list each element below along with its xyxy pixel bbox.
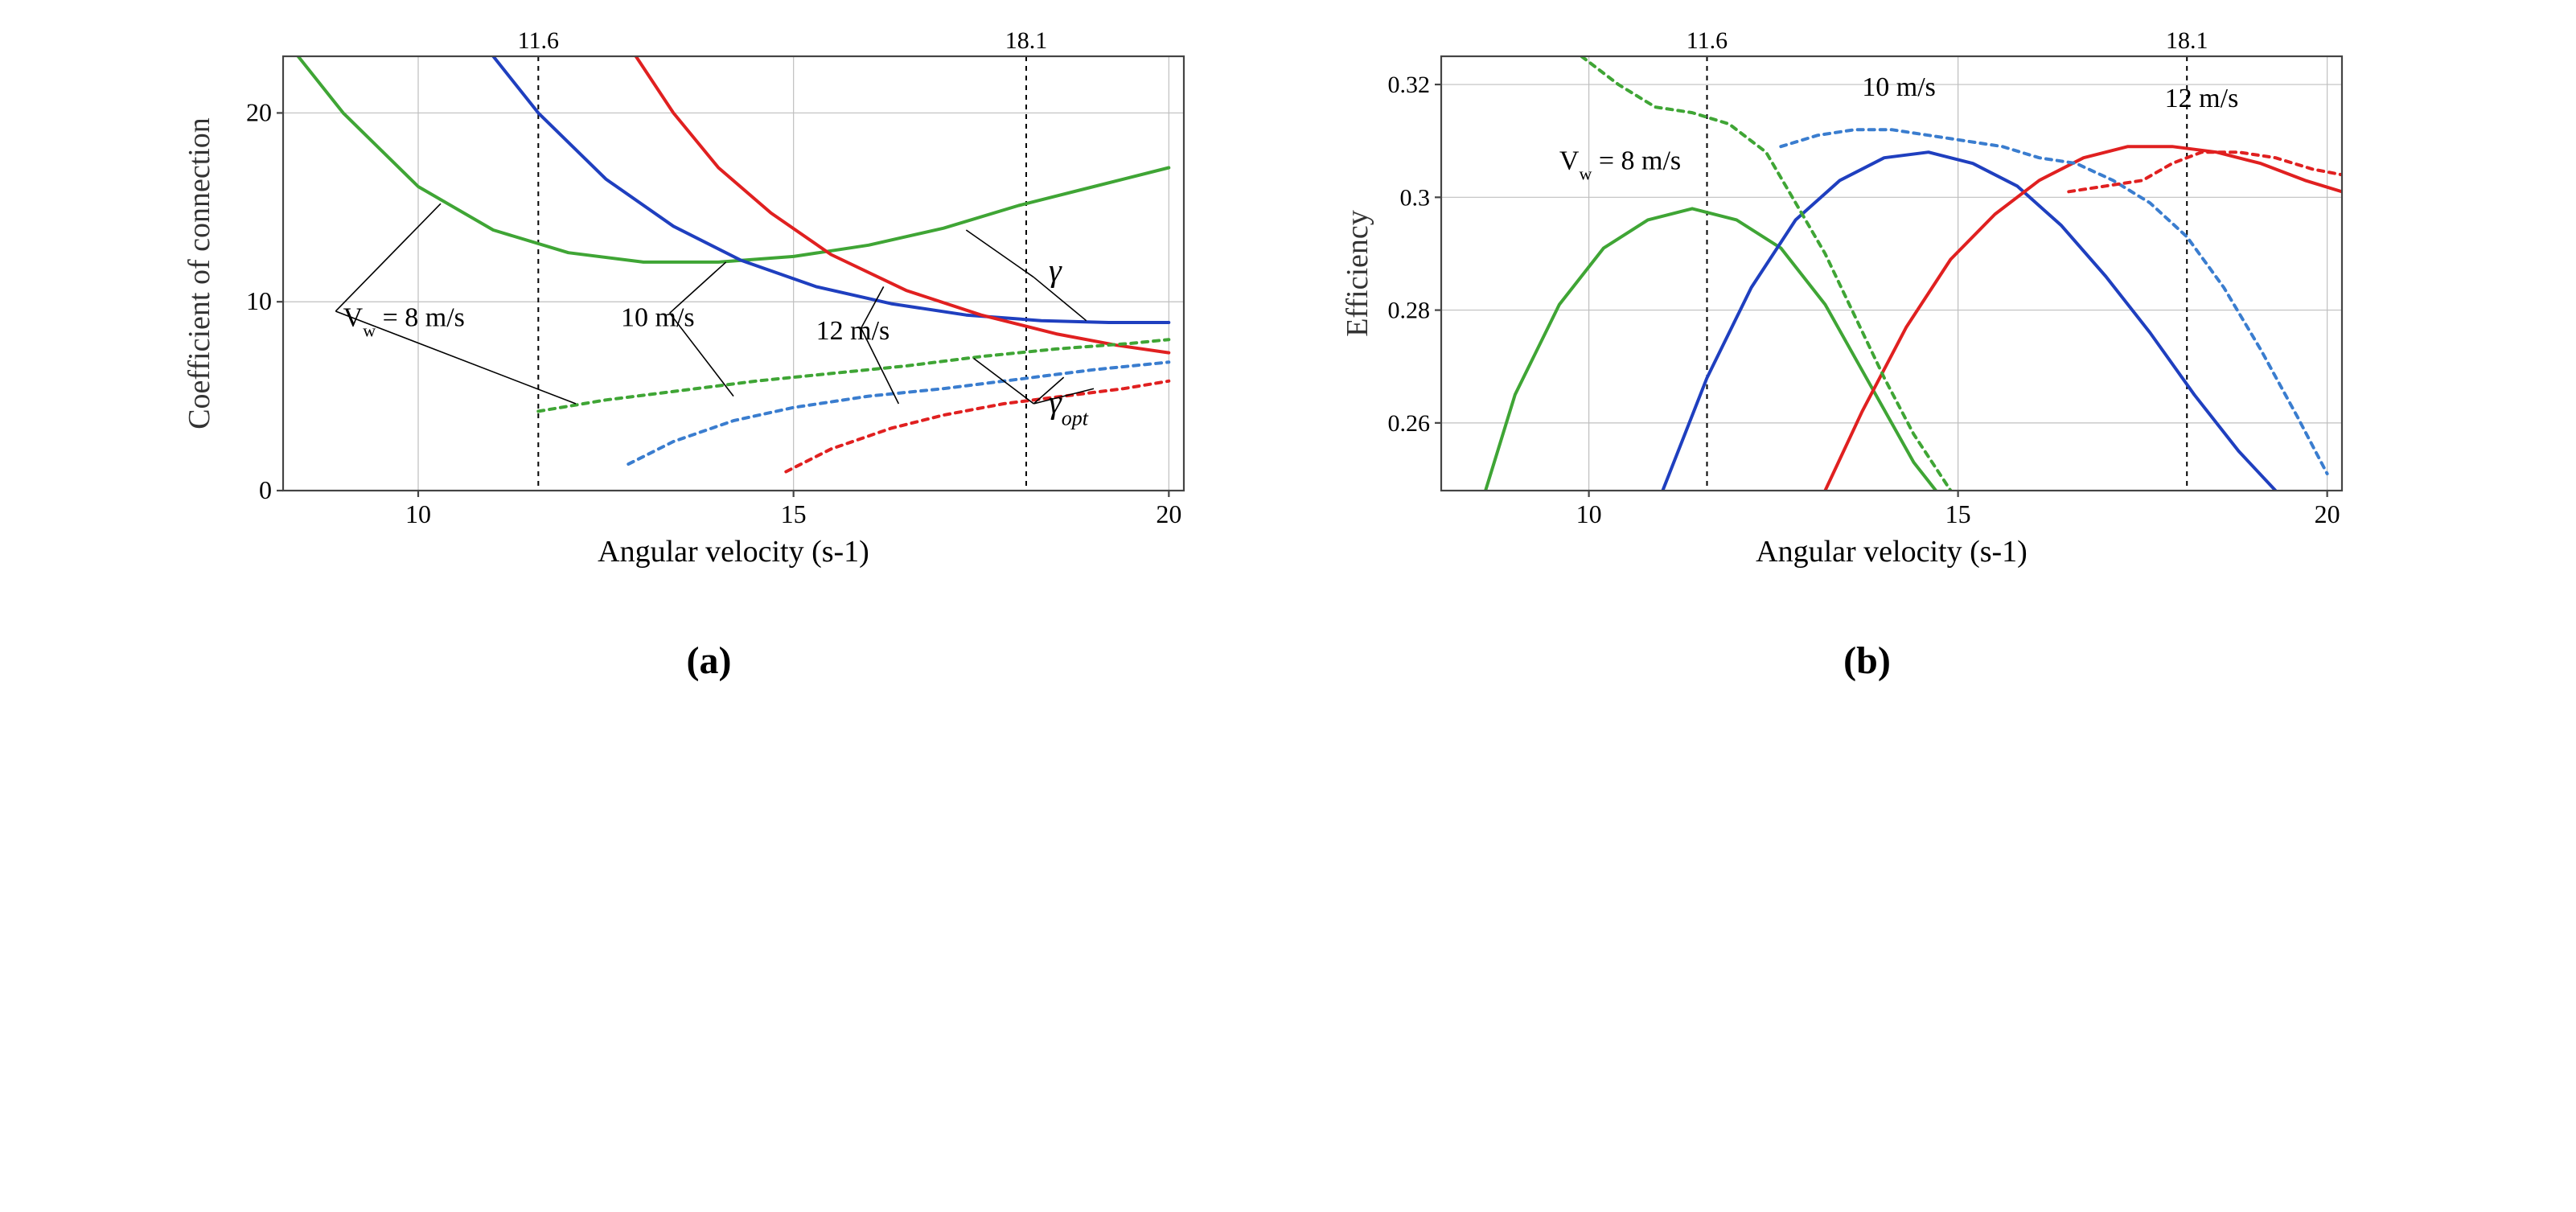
svg-text:Vw = 8 m/s: Vw = 8 m/s — [1559, 146, 1680, 183]
svg-text:0: 0 — [259, 475, 272, 504]
svg-text:15: 15 — [1945, 499, 1970, 528]
svg-text:Angular velocity (s-1): Angular velocity (s-1) — [1756, 535, 2028, 569]
svg-text:Vw = 8 m/s: Vw = 8 m/s — [343, 303, 464, 341]
panel-b: 11.6 18.1 Vw = 8 m/s 10 m/s 12 m/s 10 15 20 0.26… — [1345, 24, 2390, 683]
svg-text:18.1: 18.1 — [1005, 27, 1047, 54]
svg-text:10: 10 — [1576, 499, 1601, 528]
svg-text:20: 20 — [246, 97, 272, 126]
svg-text:0.32: 0.32 — [1387, 72, 1430, 98]
svg-text:Angular velocity (s-1): Angular velocity (s-1) — [598, 535, 869, 569]
figure-row: 11.618.1Vw = 8 m/s10 m/s12 m/sγγopt10152… — [0, 0, 2576, 707]
svg-text:11.6: 11.6 — [517, 27, 558, 54]
subcaption-a: (a) — [687, 639, 732, 683]
svg-text:12 m/s: 12 m/s — [816, 316, 889, 346]
svg-text:10 m/s: 10 m/s — [621, 303, 695, 333]
chart-b: 11.6 18.1 Vw = 8 m/s 10 m/s 12 m/s 10 15 20 0.26… — [1345, 24, 2390, 611]
svg-text:20: 20 — [1156, 499, 1181, 528]
svg-text:0.26: 0.26 — [1387, 410, 1430, 437]
svg-text:12 m/s: 12 m/s — [2164, 84, 2238, 113]
svg-text:18.1: 18.1 — [2165, 27, 2208, 54]
svg-text:Coefficient of connection: Coefficient of connection — [187, 117, 216, 429]
svg-text:γ: γ — [1049, 252, 1062, 288]
chart-a: 11.618.1Vw = 8 m/s10 m/s12 m/sγγopt10152… — [187, 24, 1232, 611]
svg-text:10: 10 — [246, 286, 272, 315]
svg-text:10: 10 — [405, 499, 431, 528]
svg-text:0.28: 0.28 — [1387, 298, 1430, 324]
svg-text:Efficiency: Efficiency — [1345, 210, 1374, 337]
panel-a: 11.618.1Vw = 8 m/s10 m/s12 m/sγγopt10152… — [187, 24, 1232, 683]
svg-text:20: 20 — [2314, 499, 2340, 528]
svg-text:15: 15 — [780, 499, 806, 528]
svg-text:0.3: 0.3 — [1399, 184, 1430, 211]
svg-text:10 m/s: 10 m/s — [1862, 72, 1936, 102]
svg-text:11.6: 11.6 — [1686, 27, 1727, 54]
subcaption-b: (b) — [1843, 639, 1891, 683]
